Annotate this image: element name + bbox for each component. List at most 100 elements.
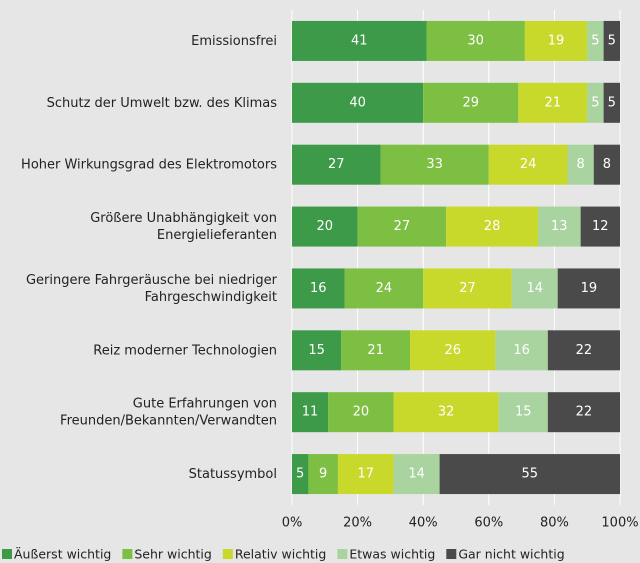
data-label: 14 xyxy=(526,281,543,296)
bar-segment xyxy=(292,268,345,309)
bar-segment xyxy=(337,454,394,495)
bar-segment xyxy=(292,82,424,123)
legend-label: Gar nicht wichtig xyxy=(458,547,564,562)
bar-segment xyxy=(498,392,548,433)
bar-segment xyxy=(393,454,440,495)
x-tick-label: 40% xyxy=(409,516,438,531)
data-label: 20 xyxy=(317,219,334,234)
bar-segment xyxy=(292,330,342,371)
data-label: 14 xyxy=(408,467,425,482)
data-label: 27 xyxy=(394,219,411,234)
bar-segment xyxy=(518,82,588,123)
bar-segment xyxy=(344,268,424,309)
bar-segment xyxy=(587,82,604,123)
bar-segment xyxy=(292,454,309,495)
data-label: 28 xyxy=(484,219,501,234)
bar-segment xyxy=(547,330,620,371)
bar-segment xyxy=(380,144,489,185)
data-label: 15 xyxy=(515,405,532,420)
data-label: 24 xyxy=(520,157,537,172)
data-label: 32 xyxy=(438,405,455,420)
data-label: 11 xyxy=(302,405,319,420)
data-label: 12 xyxy=(592,219,609,234)
bar-segment xyxy=(547,392,620,433)
y-tick-label: Statussymbol xyxy=(189,467,277,482)
legend-label: Etwas wichtig xyxy=(349,547,435,562)
bar-segment xyxy=(557,268,620,309)
bar-segment xyxy=(410,330,496,371)
data-label: 40 xyxy=(349,95,366,110)
data-label: 30 xyxy=(467,33,484,48)
bar-segment xyxy=(587,20,604,61)
x-tick-label: 20% xyxy=(343,516,372,531)
data-label: 9 xyxy=(319,467,327,482)
bar-segment xyxy=(292,20,427,61)
data-label: 5 xyxy=(591,95,599,110)
bar-segment xyxy=(580,206,620,247)
bar-segment xyxy=(603,82,620,123)
data-label: 22 xyxy=(576,343,593,358)
data-label: 19 xyxy=(548,33,565,48)
data-label: 33 xyxy=(426,157,443,172)
data-label: 13 xyxy=(551,219,568,234)
data-label: 55 xyxy=(522,467,539,482)
data-label: 16 xyxy=(513,343,530,358)
bar-segment xyxy=(357,206,447,247)
x-tick-label: 100% xyxy=(601,516,638,531)
data-label: 5 xyxy=(608,33,616,48)
bar-segment xyxy=(495,330,548,371)
data-label: 21 xyxy=(367,343,384,358)
data-label: 19 xyxy=(581,281,598,296)
data-label: 20 xyxy=(353,405,370,420)
legend-swatch xyxy=(2,549,12,559)
legend-label: Sehr wichtig xyxy=(134,547,211,562)
data-label: 15 xyxy=(308,343,325,358)
legend-label: Relativ wichtig xyxy=(235,547,327,562)
x-tick-label: 80% xyxy=(540,516,569,531)
bar-segment xyxy=(446,206,538,247)
bar-segment xyxy=(603,20,620,61)
legend-swatch xyxy=(337,549,348,559)
y-tick-label: Emissionsfrei xyxy=(191,33,277,48)
bar-segment xyxy=(426,20,525,61)
bar-segment xyxy=(328,392,394,433)
bar-segment xyxy=(393,392,499,433)
bar-segment xyxy=(341,330,411,371)
bar-segment xyxy=(292,206,358,247)
legend-swatch xyxy=(446,549,457,559)
legend-swatch xyxy=(122,549,133,559)
bar-segment xyxy=(308,454,338,495)
bar-segment xyxy=(538,206,581,247)
bar-segment xyxy=(567,144,594,185)
bar-segment xyxy=(292,144,381,185)
y-tick-label: Größere Unabhängigkeit von Energieliefera… xyxy=(90,211,277,243)
bar-segment xyxy=(423,268,512,309)
data-label: 5 xyxy=(296,467,304,482)
x-tick-label: 60% xyxy=(474,516,503,531)
y-tick-label: Reiz moderner Technologien xyxy=(93,343,277,358)
legend-swatch xyxy=(222,549,233,559)
data-label: 17 xyxy=(358,467,375,482)
data-label: 26 xyxy=(444,343,461,358)
data-label: 16 xyxy=(310,281,327,296)
y-tick-label: Gute Erfahrungen von Freunden/Bekannten/V… xyxy=(60,396,277,428)
y-tick-label: Schutz der Umwelt bzw. des Klimas xyxy=(47,95,278,110)
data-label: 22 xyxy=(576,405,593,420)
bar-segment xyxy=(423,82,519,123)
data-label: 21 xyxy=(544,95,561,110)
y-tick-label: Hoher Wirkungsgrad des Elektromotors xyxy=(21,157,277,172)
data-label: 5 xyxy=(608,95,616,110)
bar-segment xyxy=(593,144,620,185)
legend-label: Äußerst wichtig xyxy=(14,547,111,562)
bar-segment xyxy=(292,392,329,433)
bar-segment xyxy=(524,20,588,61)
data-label: 27 xyxy=(459,281,476,296)
data-label: 24 xyxy=(376,281,393,296)
x-tick-label: 0% xyxy=(282,516,303,531)
bar-segment xyxy=(439,454,620,495)
data-label: 8 xyxy=(603,157,611,172)
data-label: 5 xyxy=(591,33,599,48)
bar-segment xyxy=(488,144,568,185)
bar-segment xyxy=(511,268,558,309)
